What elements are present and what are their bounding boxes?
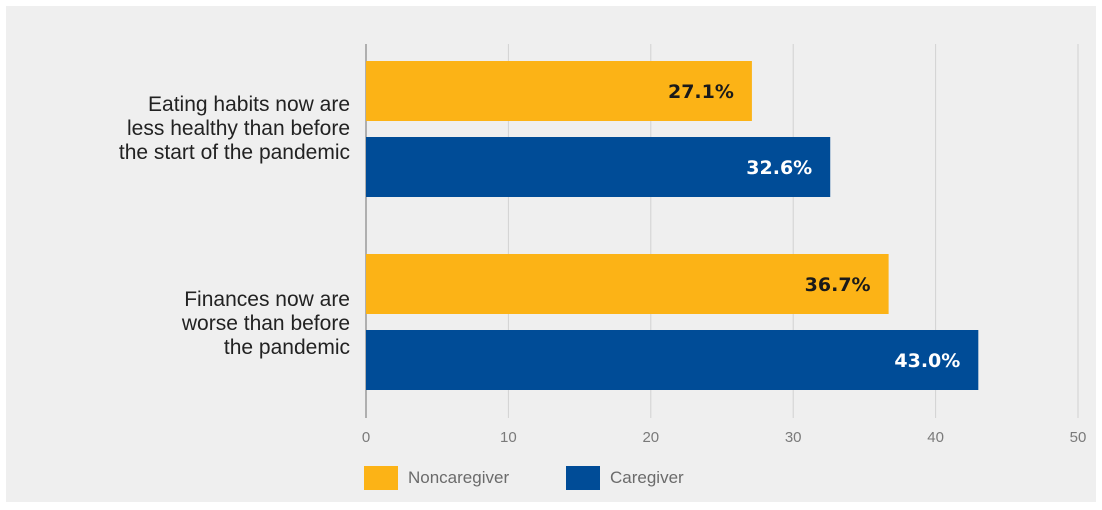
- bar-caregiver-1: [366, 330, 979, 390]
- legend-label-caregiver: Caregiver: [610, 468, 684, 487]
- data-label: 36.7%: [805, 274, 871, 296]
- legend-item-noncaregiver: Noncaregiver: [364, 466, 509, 490]
- bar-caregiver-0: [366, 137, 831, 197]
- x-tick-label: 0: [362, 429, 370, 446]
- data-label: 32.6%: [746, 157, 812, 179]
- legend-label-noncaregiver: Noncaregiver: [408, 468, 510, 487]
- legend-item-caregiver: Caregiver: [566, 466, 684, 490]
- x-tick-label: 50: [1070, 429, 1087, 446]
- x-tick-label: 30: [785, 429, 802, 446]
- category-label-finances: Finances now are worse than before the p…: [181, 288, 350, 359]
- x-tick-label: 40: [927, 429, 944, 446]
- data-label: 43.0%: [894, 350, 960, 372]
- x-tick-label: 20: [642, 429, 659, 446]
- x-tick-label: 10: [500, 429, 517, 446]
- legend-swatch-noncaregiver: [364, 466, 398, 490]
- bar-noncaregiver-0: [366, 61, 752, 121]
- data-label: 27.1%: [668, 81, 734, 103]
- legend-swatch-caregiver: [566, 466, 600, 490]
- category-label-eating-habits: Eating habits now are less healthy than …: [118, 93, 350, 164]
- bar-noncaregiver-1: [366, 254, 889, 314]
